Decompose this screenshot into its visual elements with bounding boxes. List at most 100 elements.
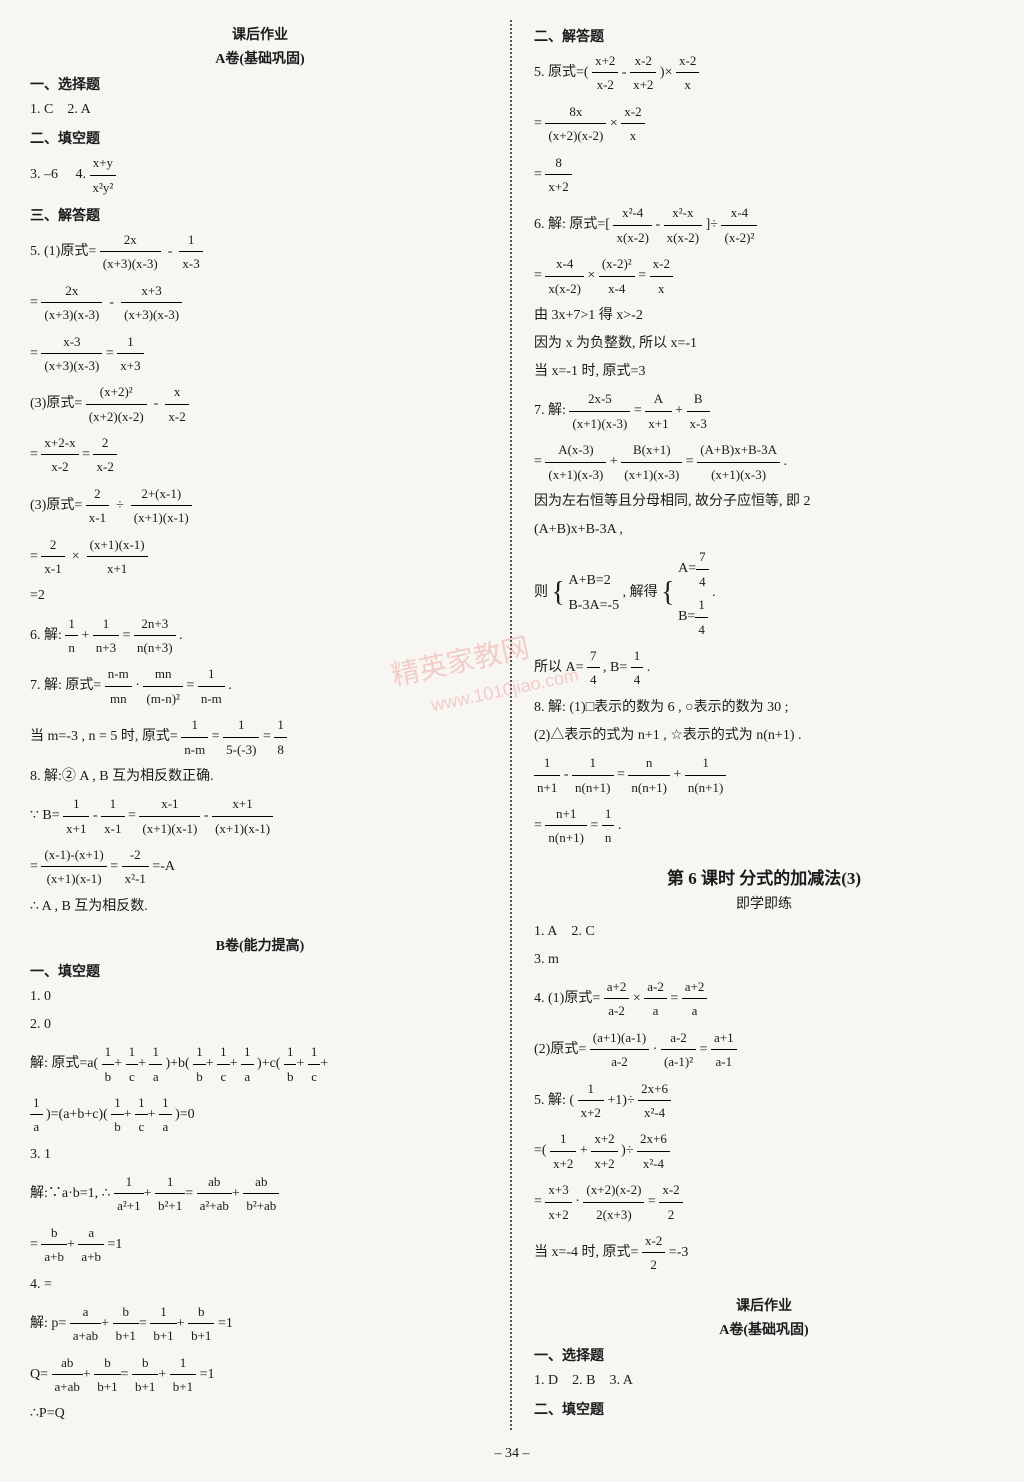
brace-content: A+B=2 B-3A=-5 — [568, 568, 619, 618]
rq7-line: 7. 解: 2x-5(x+1)(x-3) = Ax+1 + Bx-3 — [534, 387, 994, 435]
text: 解:∵a·b=1, ∴ — [30, 1186, 111, 1201]
text: = — [30, 295, 38, 310]
fraction: 14 — [695, 593, 708, 641]
q2: 2. A — [67, 102, 90, 117]
lq2: 2. C — [571, 924, 594, 939]
text: (3)原式= — [30, 498, 82, 513]
text: )+b( — [165, 1056, 189, 1071]
fraction: 1n(n+1) — [685, 751, 727, 799]
fraction: (x-1)-(x+1)(x+1)(x-1) — [41, 843, 106, 891]
fraction: 1b — [102, 1040, 115, 1088]
bq2: 2. 0 — [30, 1012, 490, 1037]
text: . — [712, 585, 716, 600]
lq5i-line: 当 x=-4 时, 原式= x-22 =-3 — [534, 1229, 994, 1277]
text: ∵ B= — [30, 808, 60, 823]
fraction: n+1n(n+1) — [545, 802, 587, 850]
eq-line: = x+3x+2 · (x+2)(x-2)2(x+3) = x-22 — [534, 1178, 994, 1226]
hw-title: 课后作业 — [30, 24, 490, 44]
fraction: x+2x+2 — [591, 1127, 617, 1175]
text: , B= — [603, 660, 627, 675]
q8b-line: = (x-1)-(x+1)(x+1)(x-1) = -2x²-1 =-A — [30, 843, 490, 891]
fraction: 1a²+1 — [114, 1170, 144, 1218]
q7b-line: 当 m=-3 , n = 5 时, 原式= 1n-m = 15-(-3) = 1… — [30, 713, 490, 761]
eq-line: = 2x(x+3)(x-3) - x+3(x+3)(x-3) — [30, 279, 490, 327]
text: = — [30, 549, 38, 564]
fraction: 2x-5(x+1)(x-3) — [569, 387, 630, 435]
fraction: 1b+1 — [170, 1351, 196, 1399]
brace-icon: { — [661, 582, 674, 604]
rq5-line: 5. 原式=( x+2x-2 - x-2x+2 )× x-2x — [534, 49, 994, 97]
text: , 解得 — [623, 585, 658, 600]
right-column: 二、解答题 5. 原式=( x+2x-2 - x-2x+2 )× x-2x = … — [534, 20, 994, 1430]
text: 解: 原式=a( — [30, 1056, 98, 1071]
fraction: 1n+1 — [534, 751, 560, 799]
line: B=14 — [678, 593, 709, 641]
brace-content: A=74 B=14 — [678, 545, 709, 641]
q1: 1. C — [30, 102, 53, 117]
q5-line: 5. (1)原式= 2x(x+3)(x-3) - 1x-3 — [30, 228, 490, 276]
fraction: x+yx²y² — [90, 151, 117, 199]
fraction: 74 — [587, 644, 600, 692]
text: 6. 解: — [30, 628, 62, 643]
fraction: 2x(x+3)(x-3) — [41, 279, 102, 327]
fraction: 2x+6x²-4 — [637, 1127, 670, 1175]
eq-line: = x-3(x+3)(x-3) = 1x+3 — [30, 330, 490, 378]
bq3-work2: = ba+b+ aa+b =1 — [30, 1221, 490, 1269]
fraction: aa+b — [78, 1221, 104, 1269]
fraction: x-2x — [621, 100, 644, 148]
eq-line: = 2x-1 × (x+1)(x-1)x+1 — [30, 533, 490, 581]
text: 5. 解: ( — [534, 1093, 574, 1108]
fraction: 1n-m — [198, 662, 225, 710]
section-3: 三、解答题 — [30, 205, 490, 225]
text-line: 因为左右恒等且分母相同, 故分子应恒等, 即 2 — [534, 489, 994, 514]
brace-line: 则 { A+B=2 B-3A=-5 , 解得 { A=74 B=14 . — [534, 545, 994, 641]
answer-row: 1. D 2. B 3. A — [534, 1368, 994, 1393]
paper-a-title: A卷(基础巩固) — [30, 48, 490, 68]
text: )× — [660, 65, 673, 80]
fraction: 1x+1 — [63, 792, 89, 840]
text: 解: p= — [30, 1316, 66, 1331]
line: A=74 — [678, 545, 709, 593]
text-line: 当 x=-1 时, 原式=3 — [534, 359, 994, 384]
text: )=0 — [175, 1107, 195, 1122]
r-section-2: 二、解答题 — [534, 26, 994, 46]
brace-icon: { — [552, 582, 565, 604]
text: = — [534, 268, 542, 283]
text: = — [534, 167, 542, 182]
fraction: x-22 — [659, 1178, 682, 1226]
text: B-3A=-5 — [568, 593, 619, 618]
rq8b-line: (2)△表示的式为 n+1 , ☆表示的式为 n(n+1) . — [534, 723, 994, 748]
text: . — [228, 679, 232, 694]
q3: 3. –6 — [30, 167, 58, 182]
fraction: 1b — [284, 1040, 297, 1088]
bq2-work2: 1a )=(a+b+c)( 1b+ 1c+ 1a )=0 — [30, 1091, 490, 1139]
left-column: 课后作业 A卷(基础巩固) 一、选择题 1. C 2. A 二、填空题 3. –… — [30, 20, 490, 1430]
fraction: (x+2)²(x+2)(x-2) — [86, 380, 147, 428]
fraction: x-3(x+3)(x-3) — [41, 330, 102, 378]
fraction: x-2x — [676, 49, 699, 97]
bq3: 3. A — [609, 1373, 632, 1388]
page-content: 课后作业 A卷(基础巩固) 一、选择题 1. C 2. A 二、填空题 3. –… — [30, 20, 994, 1430]
fraction: 1x+2 — [578, 1077, 604, 1125]
fraction: -2x²-1 — [122, 843, 149, 891]
fraction: 1x+3 — [117, 330, 143, 378]
fraction: bb+1 — [113, 1300, 139, 1348]
lq1: 1. A — [534, 924, 557, 939]
fraction: bb+1 — [132, 1351, 158, 1399]
fraction: ba+b — [41, 1221, 67, 1269]
fraction: a-2a — [644, 975, 667, 1023]
bq1: 1. 0 — [30, 984, 490, 1009]
fraction: 2x+6x²-4 — [638, 1077, 671, 1125]
text: A= — [678, 562, 696, 577]
fraction: x-2x+2 — [630, 49, 656, 97]
fraction: (a+1)(a-1)a-2 — [590, 1026, 650, 1074]
bq2: 2. B — [572, 1373, 595, 1388]
q8c-line: ∴ A , B 互为相反数. — [30, 894, 490, 919]
fraction: nn(n+1) — [628, 751, 670, 799]
fraction: 2x-2 — [93, 431, 116, 479]
fraction: (x+2)(x-2)2(x+3) — [583, 1178, 644, 1226]
text: 当 m=-3 , n = 5 时, 原式= — [30, 729, 178, 744]
fraction: 1n+3 — [93, 612, 119, 660]
fraction: x²-4x(x-2) — [613, 201, 652, 249]
fraction: x-1(x+1)(x-1) — [139, 792, 200, 840]
